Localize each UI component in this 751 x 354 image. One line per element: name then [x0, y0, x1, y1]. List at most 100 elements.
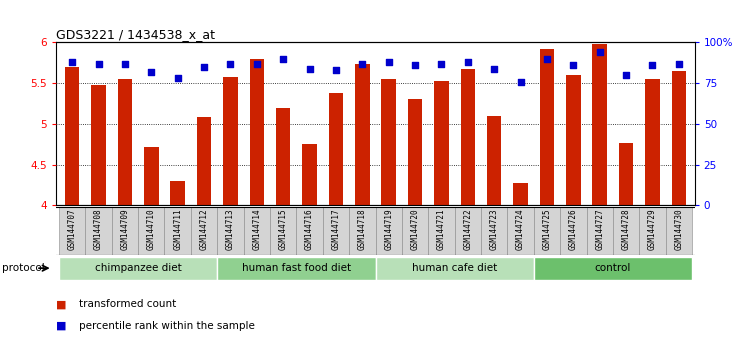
Text: GDS3221 / 1434538_x_at: GDS3221 / 1434538_x_at — [56, 28, 216, 41]
Text: GSM144715: GSM144715 — [279, 209, 288, 250]
Text: GSM144707: GSM144707 — [68, 209, 77, 250]
Point — [145, 69, 157, 75]
Bar — [619, 143, 633, 205]
Text: percentile rank within the sample: percentile rank within the sample — [79, 321, 255, 331]
Point — [356, 61, 368, 67]
Bar — [223, 78, 237, 205]
Point — [119, 61, 131, 67]
Text: GSM144728: GSM144728 — [622, 209, 631, 250]
Text: GSM144723: GSM144723 — [490, 209, 499, 250]
Bar — [65, 67, 80, 205]
Text: GSM144713: GSM144713 — [226, 209, 235, 250]
Point — [383, 59, 395, 65]
Point — [462, 59, 474, 65]
Bar — [671, 71, 686, 205]
Point — [409, 62, 421, 68]
Bar — [508, 207, 534, 255]
Text: GSM144711: GSM144711 — [173, 209, 182, 250]
Point — [647, 62, 659, 68]
Point — [251, 61, 263, 67]
Bar — [303, 144, 317, 205]
Point — [620, 72, 632, 78]
Text: transformed count: transformed count — [79, 299, 176, 309]
Bar — [593, 44, 607, 205]
Bar — [382, 79, 396, 205]
Point — [567, 62, 579, 68]
Bar — [434, 81, 448, 205]
Point — [488, 66, 500, 72]
Bar — [138, 207, 164, 255]
Bar — [59, 257, 217, 280]
Bar — [92, 85, 106, 205]
Bar — [249, 59, 264, 205]
Point — [673, 61, 685, 67]
Bar — [217, 207, 243, 255]
Point — [541, 56, 553, 62]
Bar — [428, 207, 454, 255]
Point — [303, 66, 315, 72]
Point — [66, 59, 78, 65]
Bar — [408, 99, 422, 205]
Bar — [376, 257, 534, 280]
Bar — [217, 257, 376, 280]
Point — [172, 75, 184, 81]
Bar — [144, 147, 158, 205]
Text: GSM144722: GSM144722 — [463, 209, 472, 250]
Text: ■: ■ — [56, 299, 67, 309]
Text: GSM144729: GSM144729 — [648, 209, 657, 250]
Bar — [454, 207, 481, 255]
Bar — [243, 207, 270, 255]
Bar — [59, 207, 86, 255]
Point — [92, 61, 104, 67]
Bar — [560, 207, 587, 255]
Bar — [86, 207, 112, 255]
Bar — [587, 207, 613, 255]
Text: GSM144721: GSM144721 — [437, 209, 446, 250]
Text: human cafe diet: human cafe diet — [412, 263, 497, 273]
Bar — [349, 207, 376, 255]
Text: GSM144719: GSM144719 — [385, 209, 394, 250]
Bar — [329, 93, 343, 205]
Bar — [402, 207, 428, 255]
Bar — [540, 49, 554, 205]
Bar — [276, 108, 291, 205]
Text: chimpanzee diet: chimpanzee diet — [95, 263, 182, 273]
Bar — [534, 207, 560, 255]
Bar — [566, 75, 581, 205]
Text: GSM144717: GSM144717 — [331, 209, 340, 250]
Text: GSM144725: GSM144725 — [542, 209, 551, 250]
Text: control: control — [595, 263, 631, 273]
Point — [198, 64, 210, 70]
Bar — [487, 116, 502, 205]
Point — [514, 79, 526, 84]
Bar — [481, 207, 508, 255]
Text: GSM144708: GSM144708 — [94, 209, 103, 250]
Text: ■: ■ — [56, 321, 67, 331]
Text: GSM144720: GSM144720 — [411, 209, 420, 250]
Text: GSM144718: GSM144718 — [357, 209, 366, 250]
Text: GSM144714: GSM144714 — [252, 209, 261, 250]
Text: GSM144730: GSM144730 — [674, 209, 683, 250]
Bar — [197, 118, 211, 205]
Text: GSM144709: GSM144709 — [120, 209, 129, 250]
Bar — [514, 183, 528, 205]
Text: GSM144716: GSM144716 — [305, 209, 314, 250]
Bar — [118, 79, 132, 205]
Text: GSM144712: GSM144712 — [200, 209, 209, 250]
Point — [277, 56, 289, 62]
Bar — [355, 64, 369, 205]
Text: GSM144724: GSM144724 — [516, 209, 525, 250]
Point — [436, 61, 448, 67]
Text: GSM144726: GSM144726 — [569, 209, 578, 250]
Bar — [639, 207, 665, 255]
Text: protocol: protocol — [2, 263, 44, 273]
Bar — [270, 207, 297, 255]
Bar — [460, 69, 475, 205]
Bar — [534, 257, 692, 280]
Text: GSM144710: GSM144710 — [146, 209, 155, 250]
Text: human fast food diet: human fast food diet — [242, 263, 351, 273]
Point — [330, 67, 342, 73]
Bar — [297, 207, 323, 255]
Bar — [191, 207, 217, 255]
Bar — [645, 79, 659, 205]
